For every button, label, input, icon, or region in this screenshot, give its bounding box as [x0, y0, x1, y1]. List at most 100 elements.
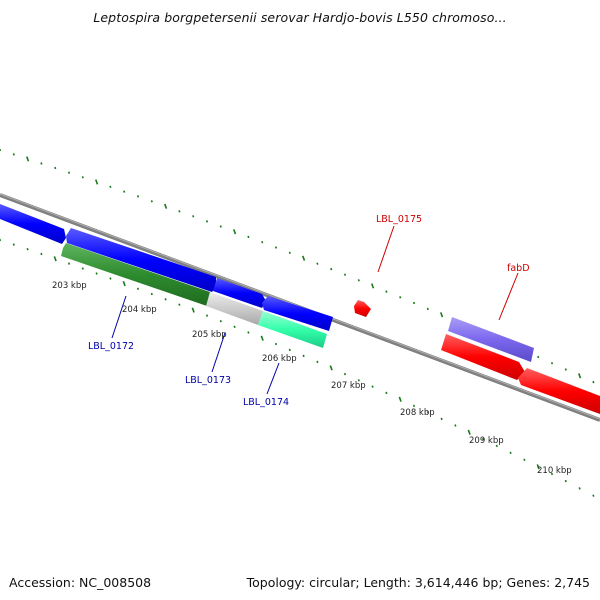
outer-minor-tick	[537, 355, 540, 359]
inner-minor-tick	[564, 479, 567, 483]
outer-minor-tick	[54, 166, 57, 170]
inner-major-tick	[536, 464, 540, 470]
inner-major-tick	[53, 256, 57, 262]
scale-labels: 203 kbp 204 kbp 205 kbp 206 kbp 207 kbp …	[52, 281, 572, 476]
inner-minor-tick	[219, 319, 222, 323]
outer-minor-tick	[67, 171, 71, 174]
gene-label-lbl-0174[interactable]: LBL_0174	[243, 397, 289, 408]
inner-minor-tick	[233, 325, 236, 329]
outer-major-tick	[232, 229, 237, 235]
inner-minor-tick	[316, 360, 319, 364]
inner-minor-tick	[412, 404, 416, 408]
outer-minor-tick	[412, 301, 416, 305]
outer-major-tick	[25, 156, 30, 162]
gene-blue-left[interactable]	[0, 204, 66, 244]
inner-minor-tick	[481, 437, 485, 441]
scale-label-207kbp: 207 kbp	[331, 381, 366, 391]
gene-label-fabd[interactable]: fabD	[507, 263, 530, 274]
outer-minor-tick	[564, 368, 567, 371]
scale-label-205kbp: 205 kbp	[192, 330, 227, 340]
outer-major-tick	[94, 179, 99, 185]
outer-minor-tick	[205, 220, 209, 223]
outer-minor-tick	[261, 240, 264, 244]
gene-lbl-0173[interactable]	[206, 292, 263, 325]
gene-lbl-0172[interactable]	[61, 243, 210, 306]
inner-major-tick	[191, 307, 195, 313]
gene-red-b[interactable]	[518, 368, 600, 414]
inner-major-tick	[329, 365, 333, 371]
outer-minor-tick	[288, 251, 291, 255]
inner-major-tick	[122, 280, 126, 287]
inner-minor-tick	[385, 391, 388, 395]
outer-minor-tick	[592, 380, 595, 384]
map-title: Leptospira borgpetersenii serovar Hardjo…	[93, 10, 507, 25]
outer-minor-tick	[178, 210, 181, 213]
gene-fabd[interactable]	[448, 317, 534, 362]
inner-minor-tick	[40, 252, 43, 256]
topology-stats-text: Topology: circular; Length: 3,614,446 bp…	[246, 575, 590, 590]
gene-lbl-0175[interactable]	[354, 300, 371, 317]
outer-minor-tick	[343, 273, 347, 276]
outer-minor-tick	[109, 185, 112, 189]
inner-minor-tick	[454, 424, 457, 427]
gene-label-lbl-0175[interactable]: LBL_0175	[376, 214, 422, 225]
outer-minor-tick	[357, 279, 360, 282]
inner-minor-tick	[343, 372, 347, 376]
scale-label-204kbp: 204 kbp	[122, 305, 157, 315]
inner-minor-tick	[247, 331, 250, 334]
inner-minor-tick	[0, 238, 2, 242]
outer-minor-tick	[330, 267, 333, 271]
outer-minor-tick	[81, 176, 84, 179]
inner-minor-tick	[81, 267, 84, 270]
inner-minor-tick	[426, 411, 429, 414]
inner-minor-tick	[136, 287, 140, 291]
inner-major-tick	[260, 335, 264, 341]
inner-minor-tick	[371, 385, 374, 388]
inner-minor-tick	[440, 417, 443, 421]
inner-minor-tick	[178, 303, 181, 306]
inner-major-tick	[467, 429, 471, 435]
inner-minor-tick	[12, 243, 15, 246]
gene-blue-right[interactable]	[262, 296, 333, 331]
inner-major-tick	[398, 396, 402, 402]
gene-label-lbl-0173[interactable]: LBL_0173	[185, 375, 231, 386]
inner-minor-tick	[550, 472, 554, 476]
scale-label-210kbp: 210 kbp	[537, 466, 572, 476]
outer-minor-tick	[426, 307, 429, 311]
gene-blue-mid[interactable]	[213, 278, 266, 308]
inner-minor-tick	[523, 458, 526, 462]
outer-minor-tick	[385, 290, 388, 293]
outer-minor-tick	[0, 148, 2, 152]
outer-minor-tick	[12, 153, 15, 156]
outer-major-tick	[439, 312, 444, 318]
outer-minor-tick	[219, 225, 222, 228]
gene-red-a[interactable]	[441, 334, 525, 380]
gene-blue-long[interactable]	[66, 228, 216, 292]
inner-minor-tick	[274, 342, 278, 346]
outer-major-tick	[370, 283, 375, 289]
inner-minor-tick	[288, 348, 291, 352]
scale-label-208kbp: 208 kbp	[400, 408, 435, 418]
inner-tick-ring	[0, 238, 595, 497]
label-leaders	[111, 225, 519, 395]
outer-major-tick	[577, 373, 582, 379]
reverse-strand-genes	[441, 334, 600, 414]
outer-minor-tick	[123, 190, 126, 193]
inner-minor-tick	[150, 292, 153, 296]
inner-minor-tick	[509, 451, 512, 455]
outer-minor-tick	[399, 296, 402, 299]
accession-text: Accession: NC_008508	[9, 575, 152, 590]
inner-minor-tick	[592, 494, 595, 497]
inner-minor-tick	[578, 487, 581, 490]
outer-minor-tick	[40, 162, 43, 165]
gene-lbl-0174[interactable]	[258, 311, 327, 348]
inner-minor-tick	[26, 247, 29, 251]
outer-minor-tick	[274, 246, 278, 249]
gene-label-lbl-0172[interactable]: LBL_0172	[88, 341, 134, 352]
gene-labels: LBL_0172 LBL_0173 LBL_0174 LBL_0175 fabD	[88, 214, 530, 408]
inner-minor-tick	[205, 314, 209, 317]
scale-label-206kbp: 206 kbp	[262, 354, 297, 364]
outer-minor-tick	[247, 235, 250, 239]
inner-minor-tick	[109, 277, 112, 280]
